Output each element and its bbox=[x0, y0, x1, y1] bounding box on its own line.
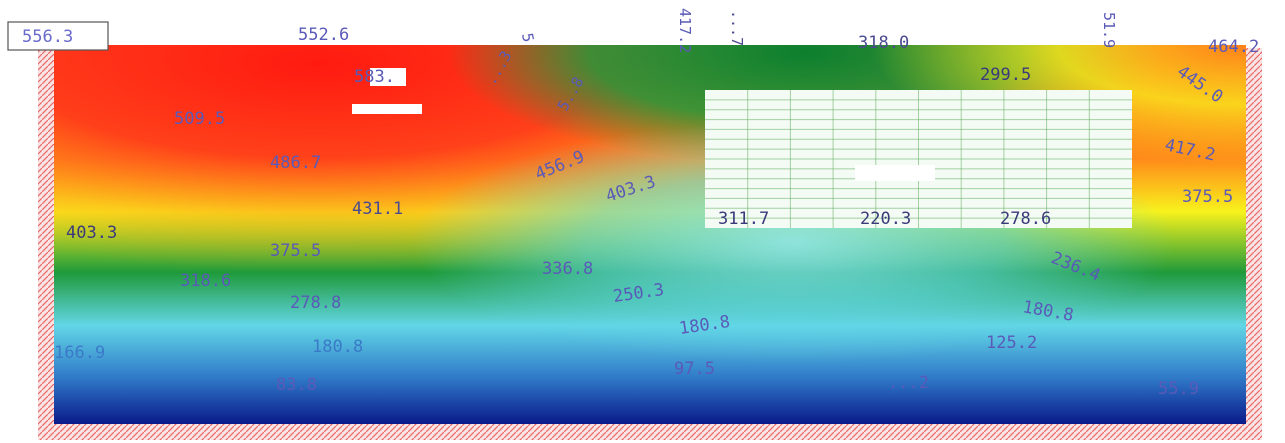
top-left-bar bbox=[352, 104, 422, 114]
contour-label: 278.8 bbox=[290, 293, 341, 313]
max-value-text: 556.3 bbox=[22, 27, 73, 47]
contour-label: 5 bbox=[518, 32, 537, 44]
contour-label: 403.3 bbox=[66, 223, 117, 243]
contour-label: 318.0 bbox=[858, 33, 909, 53]
contour-label: 83.8 bbox=[276, 375, 317, 395]
contour-label: 180.8 bbox=[312, 337, 363, 357]
top-left-cutout bbox=[370, 68, 406, 86]
contour-label: 417.2 bbox=[676, 8, 694, 53]
right-boundary-hatch bbox=[1246, 48, 1262, 428]
contour-label: 318.6 bbox=[180, 271, 231, 291]
contour-label: 583. bbox=[354, 67, 395, 87]
contour-label: 464.2 bbox=[1208, 37, 1259, 57]
contour-label: 509.5 bbox=[174, 109, 225, 129]
contour-label: 125.2 bbox=[986, 333, 1037, 353]
contour-label: 278.6 bbox=[1000, 209, 1051, 229]
contour-label: 166.9 bbox=[54, 343, 105, 363]
contour-label: 552.6 bbox=[298, 25, 349, 45]
max-value-box: 556.3 bbox=[7, 21, 109, 51]
contour-label: 311.7 bbox=[718, 209, 769, 229]
contour-label: 431.1 bbox=[352, 199, 403, 219]
contour-label: 375.5 bbox=[1182, 187, 1233, 207]
contour-label: 55.9 bbox=[1158, 379, 1199, 399]
contour-label: 336.8 bbox=[542, 259, 593, 279]
contour-label: 299.5 bbox=[980, 65, 1031, 85]
grid-structure bbox=[705, 90, 1132, 228]
left-boundary-hatch bbox=[38, 48, 54, 428]
contour-label: 97.5 bbox=[674, 359, 715, 379]
contour-label: ...7 bbox=[728, 10, 746, 46]
contour-label: 375.5 bbox=[270, 241, 321, 261]
contour-label: 486.7 bbox=[270, 153, 321, 173]
contour-label: 220.3 bbox=[860, 209, 911, 229]
bottom-boundary-hatch bbox=[38, 424, 1262, 440]
contour-label: ...2 bbox=[888, 373, 929, 393]
contour-label: 51.9 bbox=[1100, 12, 1118, 48]
